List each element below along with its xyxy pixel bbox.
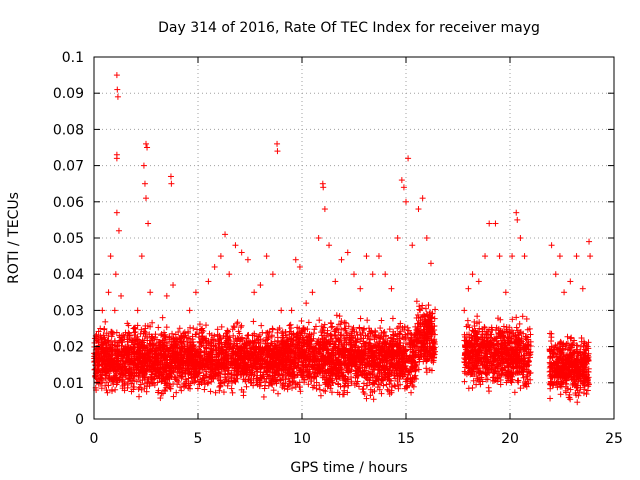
- data-point: [224, 382, 231, 389]
- data-point: [317, 392, 324, 399]
- data-point: [234, 319, 241, 326]
- data-point: [149, 319, 156, 326]
- data-point: [152, 331, 159, 338]
- data-point: [408, 389, 415, 396]
- data-point: [100, 376, 107, 383]
- data-point: [386, 326, 393, 333]
- data-point: [523, 315, 530, 322]
- data-point: [98, 385, 105, 392]
- data-point: [250, 318, 257, 325]
- data-point: [128, 388, 135, 395]
- data-point: [108, 328, 115, 335]
- data-point: [220, 389, 227, 396]
- data-point: [350, 324, 357, 331]
- data-point: [474, 313, 481, 320]
- data-point: [157, 395, 164, 402]
- data-point: [297, 388, 304, 395]
- data-point: [389, 315, 396, 322]
- data-point: [378, 317, 385, 324]
- data-point: [158, 332, 165, 339]
- data-point: [121, 387, 128, 394]
- data-point: [516, 320, 523, 327]
- data-point: [133, 378, 140, 385]
- data-point: [312, 323, 319, 330]
- data-point: [104, 389, 111, 396]
- data-point: [364, 317, 371, 324]
- data-point: [298, 317, 305, 324]
- data-point: [173, 389, 180, 396]
- data-point: [212, 389, 219, 396]
- data-point: [218, 323, 225, 330]
- data-point: [270, 387, 277, 394]
- data-point: [136, 393, 143, 400]
- data-point: [228, 385, 235, 392]
- data-point: [377, 325, 384, 332]
- data-point: [170, 393, 177, 400]
- data-point: [207, 388, 214, 395]
- data-point: [204, 380, 211, 387]
- data-point: [513, 324, 520, 331]
- data-point: [274, 334, 281, 341]
- data-point: [260, 393, 267, 400]
- data-point: [202, 322, 209, 329]
- data-point: [217, 383, 224, 390]
- data-point: [194, 385, 201, 392]
- data-point: [201, 386, 208, 393]
- data-point: [370, 396, 377, 403]
- data-point: [193, 331, 200, 338]
- data-point: [305, 319, 312, 326]
- data-point: [327, 319, 334, 326]
- data-point: [143, 388, 150, 395]
- data-point: [159, 337, 166, 344]
- data-point: [311, 326, 318, 333]
- data-point: [485, 384, 492, 391]
- data-point: [316, 317, 323, 324]
- data-point: [405, 327, 412, 334]
- data-point: [465, 385, 472, 392]
- data-point: [155, 324, 162, 331]
- data-point: [163, 324, 170, 331]
- data-point: [281, 385, 288, 392]
- data-point: [383, 381, 390, 388]
- chart-title: Day 314 of 2016, Rate Of TEC Index for r…: [158, 20, 540, 36]
- data-point: [128, 380, 135, 387]
- data-point: [196, 321, 203, 328]
- data-point: [221, 379, 228, 386]
- data-point: [268, 340, 275, 347]
- data-point: [341, 319, 348, 326]
- data-point: [243, 383, 250, 390]
- data-point: [341, 383, 348, 390]
- data-point: [333, 312, 340, 319]
- data-point: [320, 387, 327, 394]
- data-point: [316, 386, 323, 393]
- data-point: [255, 336, 262, 343]
- data-point: [134, 333, 141, 340]
- data-point: [258, 322, 265, 329]
- data-point: [269, 325, 276, 332]
- data-point: [137, 381, 144, 388]
- data-point: [102, 318, 109, 325]
- data-point: [423, 365, 430, 372]
- data-points: [91, 72, 594, 406]
- data-point: [284, 386, 291, 393]
- data-point: [229, 389, 236, 396]
- data-point: [275, 390, 282, 397]
- data-point: [118, 342, 125, 349]
- data-point: [268, 332, 275, 339]
- data-point: [511, 389, 518, 396]
- data-point: [461, 378, 468, 385]
- data-point: [254, 366, 261, 373]
- data-point: [357, 315, 364, 322]
- data-point: [145, 378, 152, 385]
- data-point: [158, 390, 165, 397]
- data-point: [181, 329, 188, 336]
- data-point: [178, 387, 185, 394]
- data-point: [203, 374, 210, 381]
- data-point: [103, 330, 110, 337]
- data-point: [381, 328, 388, 335]
- data-point: [238, 322, 245, 329]
